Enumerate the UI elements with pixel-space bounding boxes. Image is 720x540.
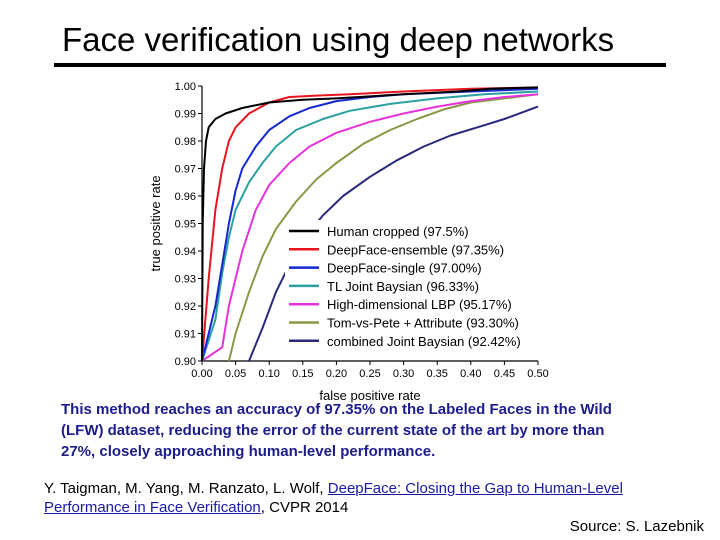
y-tick-label: 1.00 <box>175 81 196 93</box>
x-tick-label: 0.05 <box>225 368 246 380</box>
legend-entry: High-dimensional LBP (95.17%) <box>327 297 512 312</box>
y-tick-label: 0.99 <box>175 109 196 121</box>
y-tick-label: 0.93 <box>175 274 196 286</box>
x-tick-label: 0.50 <box>527 368 548 380</box>
y-tick-label: 0.97 <box>175 164 196 176</box>
x-tick-label: 0.00 <box>191 368 212 380</box>
x-tick-label: 0.25 <box>359 368 380 380</box>
y-tick-label: 0.90 <box>175 356 196 368</box>
y-tick-label: 0.92 <box>175 301 196 313</box>
legend-entry: Human cropped (97.5%) <box>327 224 469 239</box>
y-tick-label: 0.94 <box>175 246 196 258</box>
legend-entry: Tom-vs-Pete + Attribute (93.30%) <box>327 316 519 331</box>
paper-link-continued[interactable]: Performance in Face Verification <box>44 499 261 516</box>
legend-entry: DeepFace-ensemble (97.35%) <box>327 242 504 257</box>
title-underline <box>54 63 666 67</box>
series-line <box>248 105 539 362</box>
series-line <box>201 86 539 362</box>
y-tick-label: 0.96 <box>175 191 196 203</box>
x-tick-label: 0.30 <box>393 368 414 380</box>
description: This method reaches an accuracy of 97.35… <box>61 399 681 462</box>
source-credit: Source: S. Lazebnik <box>569 518 704 535</box>
y-tick-label: 0.95 <box>175 219 196 231</box>
citation: Y. Taigman, M. Yang, M. Ranzato, L. Wolf… <box>44 479 623 517</box>
series-line <box>201 90 539 362</box>
legend-box <box>285 220 553 353</box>
y-tick-label: 0.98 <box>175 136 196 148</box>
paper-link[interactable]: DeepFace: Closing the Gap to Human-Level <box>327 480 623 497</box>
y-tick-label: 0.91 <box>175 329 196 341</box>
y-axis-label: true positive rate <box>148 175 163 271</box>
slide-title: Face verification using deep networks <box>62 21 615 58</box>
description-line: (LFW) dataset, reducing the error of the… <box>61 422 605 439</box>
series-line <box>201 86 539 362</box>
x-tick-label: 0.15 <box>292 368 313 380</box>
series-line <box>227 93 539 362</box>
legend-entry: TL Joint Baysian (96.33%) <box>327 279 479 294</box>
x-tick-label: 0.45 <box>494 368 515 380</box>
series-line <box>201 93 539 362</box>
x-axis-label: false positive rate <box>319 388 420 403</box>
legend-entry: combined Joint Baysian (92.42%) <box>327 334 521 349</box>
citation-authors: Y. Taigman, M. Yang, M. Ranzato, L. Wolf… <box>44 480 328 497</box>
legend-entry: DeepFace-single (97.00%) <box>327 261 482 276</box>
x-tick-label: 0.35 <box>426 368 447 380</box>
x-tick-label: 0.40 <box>460 368 481 380</box>
x-tick-label: 0.20 <box>326 368 347 380</box>
citation-venue: , CVPR 2014 <box>260 499 349 516</box>
description-line: This method reaches an accuracy of 97.35… <box>61 401 612 418</box>
x-tick-label: 0.10 <box>258 368 279 380</box>
description-line: 27%, closely approaching human-level per… <box>61 443 436 460</box>
